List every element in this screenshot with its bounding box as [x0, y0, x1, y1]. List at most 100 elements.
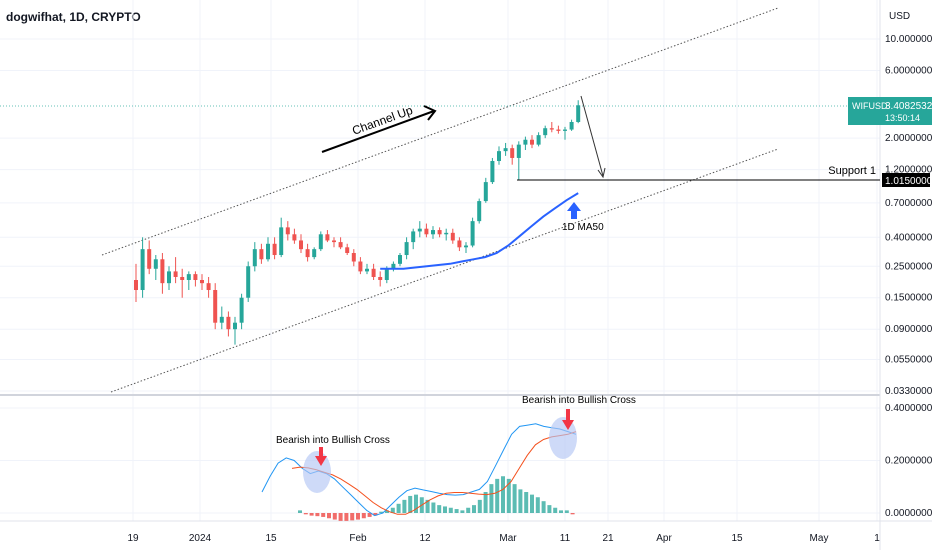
candle: [569, 119, 574, 131]
macd-bar: [541, 501, 546, 513]
macd-bar: [350, 513, 355, 521]
candle: [516, 141, 521, 180]
signal-line[interactable]: [291, 431, 577, 515]
candle: [338, 237, 343, 250]
candle-body: [417, 228, 422, 232]
candle-body: [351, 253, 356, 262]
time-tick-label: Feb: [349, 533, 367, 544]
candle: [523, 136, 528, 151]
candle-body: [503, 148, 508, 152]
cross-highlight-2: [549, 417, 577, 459]
channel-lower-line[interactable]: [110, 148, 779, 393]
candle: [213, 283, 218, 330]
candle: [457, 237, 462, 252]
candle-body: [576, 105, 581, 122]
candle-body: [272, 243, 277, 256]
candle-body: [219, 316, 224, 323]
candle: [556, 125, 561, 134]
macd-bar: [373, 513, 378, 516]
candle-body: [233, 322, 237, 330]
candle-body: [563, 129, 567, 131]
candle: [536, 132, 541, 147]
candle: [219, 306, 224, 330]
channel-upper-line[interactable]: [101, 7, 779, 256]
candle: [404, 237, 409, 260]
macd-bar: [472, 505, 476, 513]
candle-body: [464, 245, 468, 248]
candle-body: [239, 297, 244, 323]
up-arrow-icon: [567, 202, 581, 219]
macd-bar: [332, 513, 337, 520]
candle: [549, 121, 554, 133]
candle-body: [134, 279, 138, 291]
macd-bar: [344, 513, 349, 521]
candle: [477, 198, 482, 224]
candle-body: [404, 242, 409, 256]
macd-bar: [443, 506, 447, 513]
time-axis[interactable]: 19 2024 15 Feb 12 Mar 11 21 Apr 15 May 1: [127, 533, 880, 544]
candle: [272, 237, 277, 260]
candle: [503, 142, 508, 156]
macd-bar: [454, 509, 459, 513]
candle-body: [193, 274, 198, 280]
macd-bar: [315, 513, 320, 517]
candle-body: [431, 230, 435, 235]
candle-body: [252, 249, 257, 267]
ma50-line[interactable]: [380, 192, 579, 270]
macd-bar: [327, 513, 331, 519]
candle-body: [523, 139, 528, 145]
macd-bar: [553, 507, 558, 513]
time-tick-label: Mar: [499, 533, 517, 544]
candle-body: [549, 128, 554, 130]
candle: [299, 234, 303, 254]
candle-body: [378, 276, 383, 280]
candle-body: [279, 227, 284, 256]
macd-bar: [437, 505, 442, 513]
support-label: Support 1: [828, 165, 876, 177]
channel-arrow-head: [423, 105, 437, 121]
candle: [483, 177, 488, 203]
candle: [153, 255, 158, 280]
candle-body: [398, 255, 402, 264]
candle: [391, 261, 396, 272]
support-price-value: 1.01500000: [885, 176, 932, 187]
candle: [305, 243, 310, 262]
candle-body: [186, 274, 191, 280]
candle-body: [536, 135, 541, 145]
candle-body: [153, 259, 158, 269]
candle-body: [477, 201, 482, 222]
candle: [134, 263, 138, 302]
time-tick-label: Apr: [656, 533, 672, 544]
candle-body: [543, 128, 548, 136]
candle: [279, 217, 284, 258]
time-tick-label: 15: [731, 533, 743, 544]
candle: [285, 221, 290, 241]
price-axis[interactable]: 10.00000000 6.00000000 2.00000000 1.2000000…: [885, 34, 932, 397]
currency-label[interactable]: USD: [889, 11, 911, 22]
macd-bar: [530, 494, 534, 513]
macd-bar: [414, 494, 418, 513]
candle-body: [530, 139, 534, 145]
price-tick-label: 10.00000000: [885, 34, 932, 45]
macd-bar: [309, 513, 314, 516]
candle: [147, 240, 152, 275]
candle-body: [200, 279, 204, 284]
candle: [464, 242, 468, 254]
ma50-label: 1D MA50: [562, 222, 604, 233]
candle-body: [147, 249, 152, 269]
cross-label-1: Bearish into Bullish Cross: [276, 435, 390, 446]
macd-bar: [564, 510, 569, 513]
grid: [0, 0, 880, 521]
macd-bar: [408, 495, 413, 513]
macd-bar: [448, 507, 453, 513]
support-price-badge: [882, 173, 930, 187]
time-tick-label: 19: [127, 533, 139, 544]
candle-body: [483, 182, 488, 202]
candle: [490, 157, 495, 185]
macd-bar: [303, 513, 308, 515]
